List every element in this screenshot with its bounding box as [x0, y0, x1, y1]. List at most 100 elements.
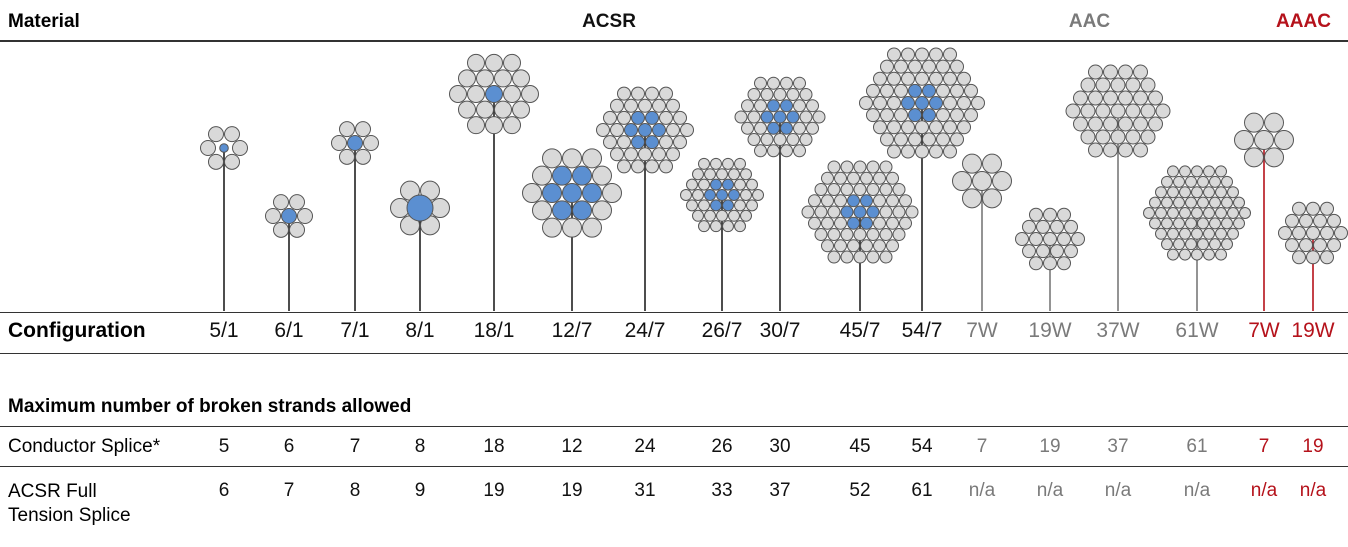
strand: [631, 135, 645, 150]
strand: [289, 221, 305, 238]
strand: [741, 99, 754, 113]
strand: [740, 168, 752, 181]
strand: [1148, 116, 1163, 132]
configuration: 7W: [966, 319, 998, 342]
strand: [485, 53, 503, 72]
strand: [1167, 227, 1179, 240]
strand: [840, 205, 854, 219]
configuration: 37W: [1096, 319, 1140, 342]
cell-value: 52: [849, 480, 871, 501]
strand: [860, 216, 873, 230]
strand: [673, 135, 687, 150]
strand: [1292, 250, 1306, 265]
strand: [929, 47, 943, 62]
strand: [503, 53, 521, 72]
strand: [894, 59, 908, 74]
strand: [1313, 238, 1327, 253]
strand: [710, 157, 722, 170]
material-header: Material: [8, 11, 80, 32]
strand: [773, 133, 787, 147]
strand: [834, 216, 847, 230]
strand: [922, 108, 936, 123]
strand: [1179, 186, 1191, 199]
strand: [957, 71, 971, 86]
strand: [1080, 103, 1096, 119]
strand: [929, 71, 943, 86]
strand: [754, 144, 767, 158]
row-label: ACSR Full Tension Splice: [8, 481, 131, 526]
strand: [1155, 186, 1167, 199]
strand: [780, 76, 793, 90]
strand: [929, 96, 943, 110]
strand: [596, 123, 610, 137]
rule: [0, 312, 1348, 313]
strand: [1140, 77, 1156, 93]
strand: [1103, 90, 1118, 106]
strand: [680, 189, 692, 201]
strand: [740, 189, 752, 201]
strand: [1110, 77, 1126, 93]
strand: [1022, 244, 1036, 259]
strand: [886, 239, 899, 253]
strand: [722, 220, 734, 233]
strand: [512, 100, 530, 119]
strand: [521, 85, 539, 103]
strand: [840, 228, 854, 242]
strand: [879, 160, 893, 174]
strand: [1167, 207, 1179, 219]
strand: [760, 87, 774, 101]
strand: [1155, 103, 1171, 119]
strand: [1173, 196, 1185, 209]
strand: [1149, 196, 1161, 209]
strand: [1118, 64, 1133, 80]
strand: [880, 108, 894, 123]
strand: [821, 194, 834, 208]
strand: [582, 148, 602, 169]
strand: [760, 133, 774, 147]
strand: [887, 144, 901, 159]
strand: [741, 121, 754, 135]
strand: [840, 182, 854, 196]
cell-value: 26: [711, 436, 733, 457]
strand: [887, 47, 901, 62]
strand: [1043, 207, 1057, 222]
strand: [887, 96, 901, 110]
strand: [866, 160, 880, 174]
strand: [899, 194, 912, 208]
cell-value: n/a: [968, 480, 996, 501]
strand: [1227, 186, 1239, 199]
strand: [1015, 232, 1029, 246]
strand: [1022, 219, 1036, 234]
strand: [1221, 238, 1233, 251]
rule: [0, 426, 1348, 427]
strand: [982, 188, 1002, 209]
strand: [814, 205, 828, 219]
strand: [710, 199, 722, 212]
strand: [1161, 196, 1173, 209]
strand: [1191, 165, 1203, 178]
strand: [1320, 250, 1334, 265]
strand: [901, 144, 915, 159]
strand: [728, 168, 740, 181]
strand: [704, 189, 716, 201]
strand: [592, 165, 612, 186]
strand: [666, 147, 680, 162]
strand: [339, 121, 355, 138]
strand: [1143, 207, 1155, 219]
strand: [853, 250, 867, 264]
section-title: Maximum number of broken strands allowed: [8, 396, 412, 417]
strand: [1285, 238, 1299, 253]
strand: [704, 209, 716, 222]
strand: [458, 69, 476, 88]
strand: [1029, 256, 1043, 271]
strand: [281, 208, 297, 224]
strand: [908, 83, 922, 98]
strand: [1254, 130, 1274, 150]
strand: [1239, 207, 1251, 219]
cell-value: 7: [1258, 436, 1270, 457]
strand: [922, 83, 936, 98]
strand: [859, 96, 873, 110]
strand: [652, 98, 666, 113]
strand: [449, 85, 467, 103]
cell-value: 61: [911, 480, 933, 501]
